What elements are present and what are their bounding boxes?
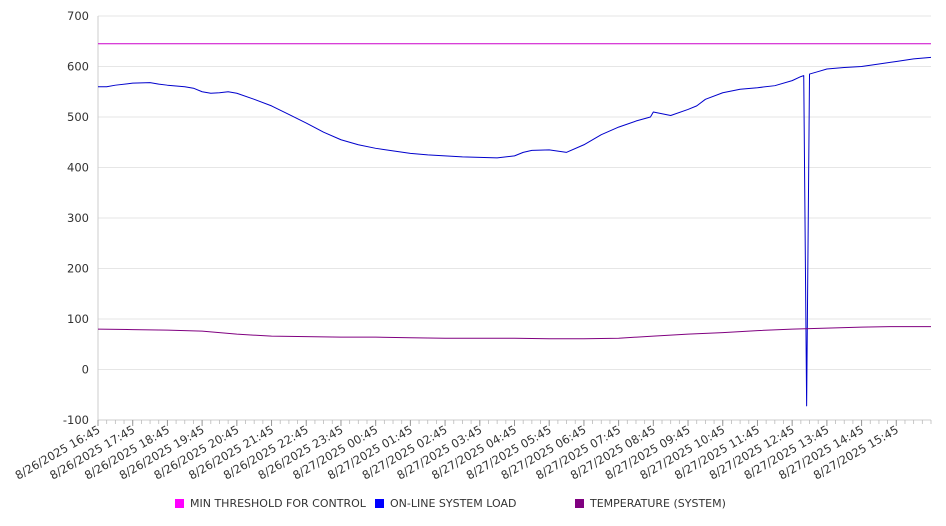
chart-legend: MIN THRESHOLD FOR CONTROL ON-LINE SYSTEM… <box>0 497 946 515</box>
chart-grid <box>98 15 931 370</box>
legend-swatch-temperature <box>575 499 584 508</box>
series-line-1 <box>98 56 932 407</box>
legend-item-temperature[interactable]: TEMPERATURE (SYSTEM) <box>575 497 726 510</box>
y-tick-label: 500 <box>67 110 89 124</box>
legend-item-min-threshold[interactable]: MIN THRESHOLD FOR CONTROL <box>175 497 366 510</box>
legend-item-system-load[interactable]: ON-LINE SYSTEM LOAD <box>375 497 516 510</box>
legend-label-temperature: TEMPERATURE (SYSTEM) <box>590 497 726 510</box>
y-tick-label: 400 <box>67 161 89 175</box>
y-tick-label: 700 <box>67 9 89 23</box>
chart-series <box>97 43 932 407</box>
legend-label-system-load: ON-LINE SYSTEM LOAD <box>390 497 517 510</box>
y-tick-label: 600 <box>67 60 89 74</box>
y-tick-label: -100 <box>63 413 89 427</box>
y-tick-label: 100 <box>67 312 89 326</box>
y-axis-ticks: -100 0 100 200 300 400 500 600 700 <box>63 9 89 427</box>
y-tick-label: 0 <box>82 363 89 377</box>
y-tick-label: 200 <box>67 262 89 276</box>
x-axis-ticks: 8/26/2025 16:458/26/2025 17:458/26/2025 … <box>13 422 901 482</box>
legend-swatch-system-load <box>375 499 384 508</box>
legend-label-min-threshold: MIN THRESHOLD FOR CONTROL <box>190 497 366 510</box>
series-line-2 <box>97 326 931 340</box>
chart-axes <box>97 16 932 426</box>
legend-swatch-min-threshold <box>175 499 184 508</box>
y-tick-label: 300 <box>67 211 89 225</box>
